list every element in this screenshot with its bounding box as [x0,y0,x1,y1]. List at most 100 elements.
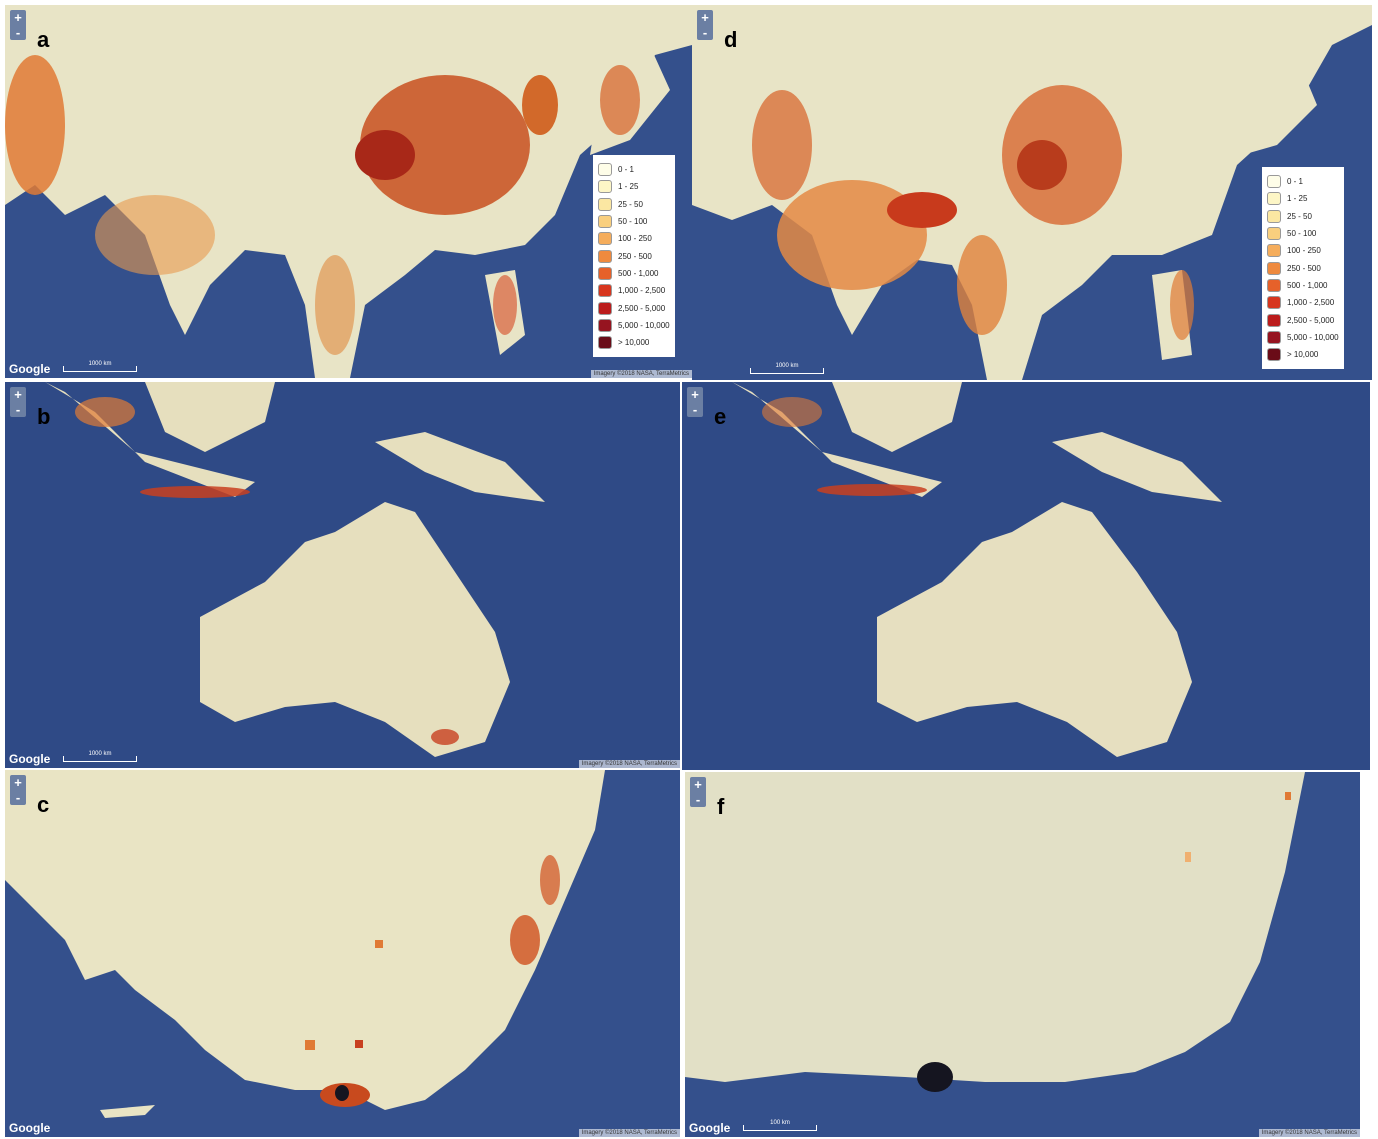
scale-bar: 100 km [743,1125,817,1131]
map-image [682,382,1370,770]
legend-label: 50 - 100 [618,217,647,226]
zoom-in[interactable]: + [10,387,26,402]
legend-item: 2,500 - 5,000 [598,299,670,316]
scale-label: 100 km [770,1120,790,1126]
zoom-out[interactable]: - [697,25,713,40]
attribution: Imagery ©2018 NASA, TerraMetrics [579,1129,680,1137]
legend-item: 500 - 1,000 [598,265,670,282]
legend-item: 2,500 - 5,000 [1267,311,1339,328]
zoom-out[interactable]: - [10,25,26,40]
legend-swatch [1267,227,1281,240]
zoom-control[interactable]: +- [10,387,26,417]
zoom-out[interactable]: - [10,402,26,417]
zoom-in[interactable]: + [10,10,26,25]
legend-swatch [1267,296,1281,309]
zoom-in[interactable]: + [687,387,703,402]
scale-label: 1000 km [775,363,798,369]
legend-label: 25 - 50 [1287,212,1312,221]
zoom-control[interactable]: +- [697,10,713,40]
legend-item: 0 - 1 [1267,173,1339,190]
legend-item: 50 - 100 [1267,225,1339,242]
legend-label: 0 - 1 [1287,177,1303,186]
zoom-in[interactable]: + [697,10,713,25]
legend-swatch [598,284,612,297]
zoom-control[interactable]: +- [10,775,26,805]
legend-item: 25 - 50 [1267,208,1339,225]
panel-label: d [724,27,737,53]
panel-label: a [37,27,49,53]
attribution: Imagery ©2018 NASA, TerraMetrics [591,370,692,378]
legend-swatch [598,232,612,245]
legend-label: 100 - 250 [1287,246,1321,255]
legend-swatch [1267,279,1281,292]
legend-swatch [1267,210,1281,223]
map-image [5,382,680,768]
zoom-control[interactable]: +- [10,10,26,40]
legend-swatch [598,250,612,263]
attribution: Imagery ©2018 NASA, TerraMetrics [579,760,680,768]
legend-swatch [598,336,612,349]
panel-label: c [37,792,49,818]
panel-label: e [714,404,726,430]
legend-label: 250 - 500 [618,252,652,261]
legend-swatch [598,267,612,280]
map-panel[interactable]: +-e [682,382,1370,770]
legend-swatch [598,302,612,315]
panel-label: b [37,404,50,430]
page: +-aGoogle1000 kmImagery ©2018 NASA, Terr… [0,0,1378,1139]
legend-swatch [598,319,612,332]
legend-item: 25 - 50 [598,196,670,213]
legend-label: 1,000 - 2,500 [618,286,665,295]
zoom-in[interactable]: + [10,775,26,790]
legend-label: 250 - 500 [1287,264,1321,273]
legend-swatch [1267,175,1281,188]
legend-label: 5,000 - 10,000 [1287,333,1339,342]
attribution: Imagery ©2018 NASA, TerraMetrics [1259,1129,1360,1137]
legend-swatch [1267,331,1281,344]
google-logo: Google [9,752,50,766]
legend-item: 250 - 500 [598,247,670,264]
zoom-out[interactable]: - [687,402,703,417]
panel-label: f [717,794,724,820]
legend-label: > 10,000 [1287,350,1318,359]
legend-swatch [1267,192,1281,205]
legend-item: 250 - 500 [1267,259,1339,276]
legend-item: 100 - 250 [1267,242,1339,259]
legend-label: 50 - 100 [1287,229,1316,238]
map-image [685,772,1360,1137]
legend-item: 1 - 25 [1267,190,1339,207]
google-logo: Google [9,362,50,376]
legend-item: 5,000 - 10,000 [1267,329,1339,346]
legend: 0 - 1 1 - 25 25 - 50 50 - 100 100 - 250 250 -… [593,155,675,357]
legend-item: 5,000 - 10,000 [598,317,670,334]
legend-label: 500 - 1,000 [1287,281,1327,290]
legend-label: 25 - 50 [618,200,643,209]
legend-swatch [598,163,612,176]
legend-item: 50 - 100 [598,213,670,230]
legend-label: 1 - 25 [618,182,638,191]
zoom-in[interactable]: + [690,777,706,792]
map-image [5,770,680,1137]
legend-swatch [1267,348,1281,361]
zoom-out[interactable]: - [10,790,26,805]
legend-swatch [1267,262,1281,275]
legend-item: 0 - 1 [598,161,670,178]
zoom-control[interactable]: +- [687,387,703,417]
legend-swatch [598,215,612,228]
legend-label: 2,500 - 5,000 [618,304,665,313]
scale-bar: 1000 km [63,366,137,372]
legend-item: 1 - 25 [598,178,670,195]
scale-bar: 1000 km [63,756,137,762]
zoom-control[interactable]: +- [690,777,706,807]
legend-swatch [598,180,612,193]
zoom-out[interactable]: - [690,792,706,807]
legend-item: 100 - 250 [598,230,670,247]
legend-label: 100 - 250 [618,234,652,243]
legend-label: > 10,000 [618,338,649,347]
legend-label: 2,500 - 5,000 [1287,316,1334,325]
